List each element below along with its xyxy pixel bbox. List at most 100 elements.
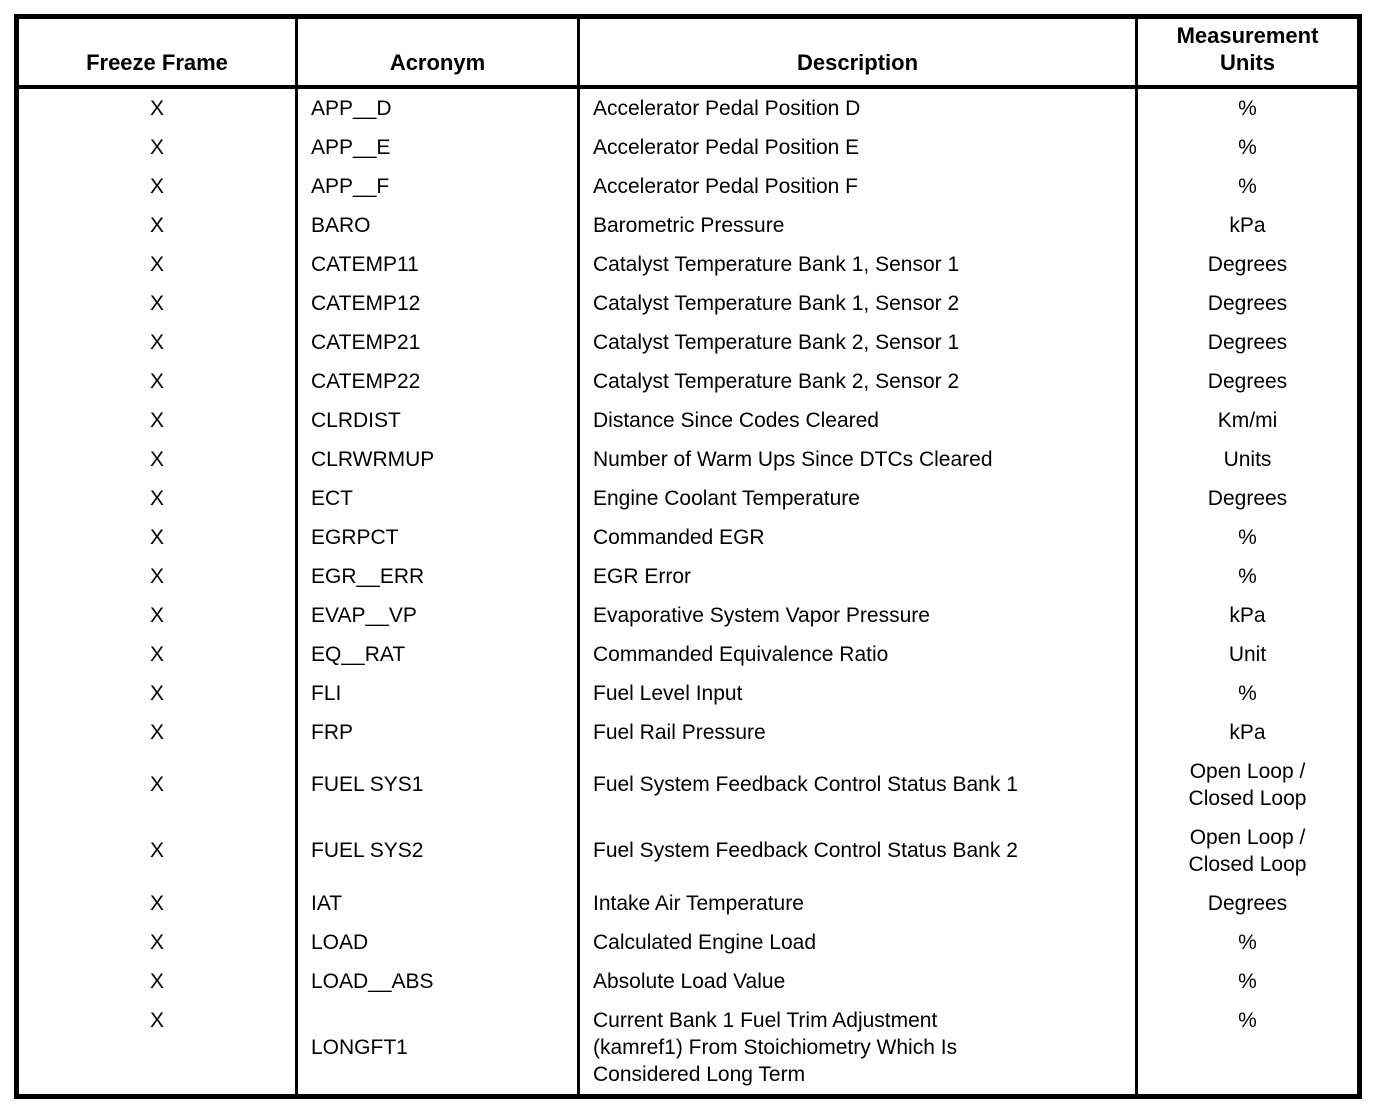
table-row: X CATEMP11 Catalyst Temperature Bank 1, … [17,244,1360,284]
freeze-frame-cell: X [149,839,164,862]
freeze-frame-cell: X [149,525,164,549]
description-cell: Catalyst Temperature Bank 2, Sensor 2 [577,361,1137,401]
freeze-frame-cell: X [149,330,164,354]
units-cell: Degrees [1135,322,1360,362]
acronym-cell: LOAD [295,922,579,962]
freeze-frame-cell: X [149,252,164,276]
freeze-frame-cell: X [149,447,164,471]
units-cell: Open Loop / Closed Loop [1135,817,1360,884]
acronym-cell: EQ__RAT [295,634,579,674]
description-cell: Fuel Level Input [577,673,1137,713]
acronym-cell: CATEMP21 [295,322,579,362]
table-row: X EVAP__VP Evaporative System Vapor Pres… [17,595,1360,635]
header-measurement-units: Measurement Units [1135,16,1360,89]
freeze-frame-cell: X [149,486,164,510]
acronym-cell: EGR__ERR [295,556,579,596]
units-cell: % [1135,127,1360,167]
table-row: X ECT Engine Coolant Temperature Degrees [17,478,1360,518]
description-cell: Evaporative System Vapor Pressure [577,595,1137,635]
freeze-frame-cell: X [149,135,164,159]
units-cell: % [1135,673,1360,713]
table-row: X EQ__RAT Commanded Equivalence Ratio Un… [17,634,1360,674]
acronym-cell: FLI [295,673,579,713]
description-cell: Fuel System Feedback Control Status Bank… [577,817,1137,884]
units-cell: Units [1135,439,1360,479]
freeze-frame-cell: X [149,642,164,666]
description-cell: Accelerator Pedal Position F [577,166,1137,206]
description-cell: Barometric Pressure [577,205,1137,245]
acronym-cell: LONGFT1 [295,1000,579,1096]
units-cell: Degrees [1135,478,1360,518]
acronym-cell: CATEMP22 [295,361,579,401]
freeze-frame-cell: X [149,773,164,796]
table-row: X CATEMP22 Catalyst Temperature Bank 2, … [17,361,1360,401]
freeze-frame-cell: X [149,681,164,705]
table-row: X FUEL SYS2 Fuel System Feedback Control… [17,817,1360,884]
description-cell: Catalyst Temperature Bank 1, Sensor 2 [577,283,1137,323]
table-row: X BARO Barometric Pressure kPa [17,205,1360,245]
description-cell: Commanded EGR [577,517,1137,557]
freeze-frame-cell: X [149,174,164,198]
freeze-frame-cell: X [149,564,164,588]
table-row: X APP__F Accelerator Pedal Position F % [17,166,1360,206]
table-row: X LONGFT1 Current Bank 1 Fuel Trim Adjus… [17,1000,1360,1096]
units-cell: Degrees [1135,361,1360,401]
freeze-frame-cell: X [149,969,164,993]
table-row: X CATEMP21 Catalyst Temperature Bank 2, … [17,322,1360,362]
freeze-frame-cell: X [149,1008,164,1032]
description-cell: Accelerator Pedal Position E [577,127,1137,167]
freeze-frame-cell: X [149,720,164,744]
freeze-frame-cell: X [149,96,164,120]
table-row: X LOAD__ABS Absolute Load Value % [17,961,1360,1001]
freeze-frame-cell: X [149,603,164,627]
units-cell: kPa [1135,595,1360,635]
table-row: X APP__E Accelerator Pedal Position E % [17,127,1360,167]
description-cell: Fuel System Feedback Control Status Bank… [577,751,1137,818]
acronym-cell: IAT [295,883,579,923]
acronym-cell: EGRPCT [295,517,579,557]
acronym-cell: EVAP__VP [295,595,579,635]
table-row: X FUEL SYS1 Fuel System Feedback Control… [17,751,1360,818]
description-cell: Calculated Engine Load [577,922,1137,962]
description-cell: Number of Warm Ups Since DTCs Cleared [577,439,1137,479]
acronym-cell: BARO [295,205,579,245]
units-cell: Km/mi [1135,400,1360,440]
acronym-cell: FUEL SYS1 [295,751,579,818]
acronym-cell: ECT [295,478,579,518]
header-acronym: Acronym [295,16,579,89]
acronym-cell: CATEMP12 [295,283,579,323]
description-cell: Accelerator Pedal Position D [577,86,1137,128]
table-row: X FRP Fuel Rail Pressure kPa [17,712,1360,752]
table-row: X CATEMP12 Catalyst Temperature Bank 1, … [17,283,1360,323]
table-row: X EGRPCT Commanded EGR % [17,517,1360,557]
table-row: X IAT Intake Air Temperature Degrees [17,883,1360,923]
freeze-frame-cell: X [149,891,164,915]
table-row: X FLI Fuel Level Input % [17,673,1360,713]
header-freeze-frame: Freeze Frame [16,16,297,89]
units-cell: % [1135,922,1360,962]
acronym-cell: FUEL SYS2 [295,817,579,884]
units-cell: Open Loop / Closed Loop [1135,751,1360,818]
description-cell: Commanded Equivalence Ratio [577,634,1137,674]
acronym-cell: CATEMP11 [295,244,579,284]
units-cell: % [1135,1000,1360,1096]
description-cell: Fuel Rail Pressure [577,712,1137,752]
description-cell: Absolute Load Value [577,961,1137,1001]
units-cell: % [1135,517,1360,557]
freeze-frame-cell: X [149,369,164,393]
header-description: Description [577,16,1137,89]
description-cell: Engine Coolant Temperature [577,478,1137,518]
description-cell: Intake Air Temperature [577,883,1137,923]
freeze-frame-cell: X [149,930,164,954]
description-cell: Current Bank 1 Fuel Trim Adjustment (kam… [577,1000,1137,1096]
freeze-frame-cell: X [149,291,164,315]
description-cell: Distance Since Codes Cleared [577,400,1137,440]
acronym-cell: CLRWRMUP [295,439,579,479]
units-cell: % [1135,556,1360,596]
table-row: X LOAD Calculated Engine Load % [17,922,1360,962]
units-cell: Degrees [1135,883,1360,923]
units-cell: kPa [1135,712,1360,752]
units-cell: kPa [1135,205,1360,245]
units-cell: % [1135,961,1360,1001]
